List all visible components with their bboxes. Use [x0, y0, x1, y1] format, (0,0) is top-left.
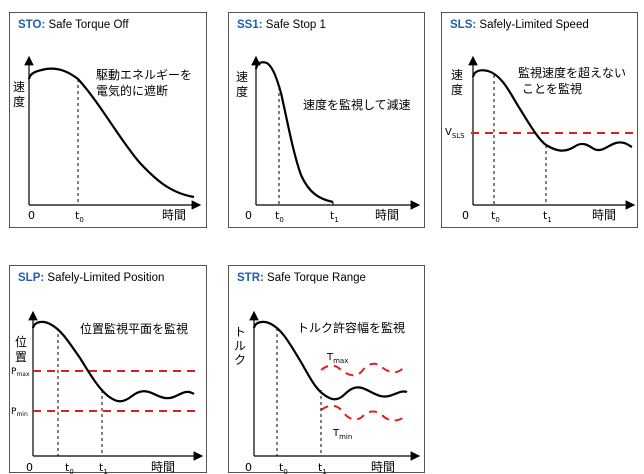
ss1-chart: 速 度 速度を監視して減速 0 t0 t1 時間 [236, 55, 421, 224]
slp-annotation: 位置監視平面を監視 [80, 321, 188, 336]
slp-chart: 位 置 Pmax Pmin 位置監視平面を監視 0 t0 t1 時間 [11, 310, 204, 474]
slp-position-curve [31, 320, 195, 403]
str-title: STR: Safe Torque Range [237, 272, 366, 284]
sls-annotation-2: ことを監視 [522, 81, 582, 96]
sto-abbr: STO [18, 19, 42, 31]
sto-annotation-1: 駆動エネルギーを [96, 68, 192, 82]
str-abbr: STR [237, 272, 260, 284]
sls-t1-label: t1 [543, 209, 552, 224]
str-t0-label: t0 [279, 461, 288, 474]
ss1-panel: SS1: Safe Stop 1 速 度 速度を監視して減速 0 t0 t1 時… [228, 12, 425, 228]
sls-speed-curve [471, 69, 633, 152]
sls-annotation-1: 監視速度を超えない [518, 65, 626, 80]
ss1-t0-label: t0 [275, 209, 284, 224]
sto-annotation-2: 電気的に遮断 [96, 83, 168, 98]
slp-y-label-1: 位 [15, 334, 27, 349]
str-title-text: Safe Torque Range [267, 272, 366, 284]
sto-t0-label: t0 [75, 209, 84, 224]
str-annotation: トルク許容幅を監視 [297, 320, 405, 335]
sls-y-label-1: 速 [451, 68, 463, 82]
str-y-label-1: ト [234, 325, 246, 339]
slp-abbr: SLP [18, 272, 41, 284]
sls-x-origin: 0 [462, 209, 469, 222]
ss1-title-text: Safe Stop 1 [265, 19, 326, 31]
sto-y-label-1: 速 [13, 80, 25, 94]
str-tmin-band [320, 404, 406, 422]
str-torque-curve [252, 320, 408, 401]
sto-speed-curve [27, 67, 195, 199]
str-t1-label: t1 [318, 461, 327, 474]
ss1-annotation: 速度を監視して減速 [303, 97, 411, 112]
sls-title-text: Safely-Limited Speed [479, 19, 589, 31]
ss1-t1-label: t1 [330, 209, 339, 224]
slp-t0-label: t0 [65, 461, 74, 474]
sto-panel: STO: Safe Torque Off 速 度 駆動エネルギーを 電気的に遮断… [9, 12, 207, 228]
str-tmax-band [320, 362, 406, 377]
slp-pmin-label: Pmin [11, 407, 28, 418]
sls-title: SLS: Safely-Limited Speed [450, 19, 589, 31]
str-x-axis-label: 時間 [371, 460, 395, 474]
slp-panel: SLP: Safely-Limited Position 位 置 Pmax Pm… [9, 265, 207, 474]
ss1-x-origin: 0 [245, 209, 252, 222]
sls-limit-label: VSLS [445, 127, 465, 140]
sls-y-label-2: 度 [451, 82, 463, 97]
str-y-label-3: ク [234, 353, 246, 367]
ss1-x-axis-label: 時間 [375, 208, 399, 222]
str-tmax-label: Tmax [326, 352, 348, 365]
slp-pmax-label: Pmax [11, 367, 30, 378]
sto-title: STO: Safe Torque Off [18, 19, 129, 31]
sls-abbr: SLS [450, 19, 473, 31]
ss1-abbr: SS1 [237, 19, 259, 31]
str-tmin-label: Tmin [332, 428, 352, 441]
sls-panel: SLS: Safely-Limited Speed 速 度 VSLS 監視速度を… [441, 12, 638, 228]
str-y-label-2: ル [234, 339, 246, 353]
ss1-title: SS1: Safe Stop 1 [237, 19, 326, 31]
slp-t1-label: t1 [99, 461, 108, 474]
ss1-y-label-2: 度 [236, 84, 248, 99]
sls-chart: 速 度 VSLS 監視速度を超えない ことを監視 0 t0 t1 時間 [445, 55, 636, 224]
sto-y-label-2: 度 [13, 94, 25, 109]
slp-title: SLP: Safely-Limited Position [18, 272, 165, 284]
ss1-speed-curve [254, 61, 334, 204]
str-x-origin: 0 [245, 461, 252, 474]
slp-x-origin: 0 [26, 461, 33, 474]
slp-title-text: Safely-Limited Position [47, 272, 165, 284]
sto-chart: 速 度 駆動エネルギーを 電気的に遮断 0 t0 時間 [13, 55, 202, 224]
sto-title-text: Safe Torque Off [48, 19, 129, 31]
slp-y-label-2: 置 [15, 350, 27, 364]
sto-x-axis-label: 時間 [162, 208, 186, 222]
str-panel: STR: Safe Torque Range ト ル ク Tmax Tmin ト… [228, 265, 425, 474]
sls-x-axis-label: 時間 [592, 208, 616, 222]
str-chart: ト ル ク Tmax Tmin トルク許容幅を監視 0 t0 t1 時間 [234, 310, 421, 474]
sls-t0-label: t0 [491, 209, 500, 224]
slp-x-axis-label: 時間 [151, 460, 175, 474]
sto-x-origin: 0 [28, 209, 35, 222]
ss1-y-label-1: 速 [236, 70, 248, 84]
